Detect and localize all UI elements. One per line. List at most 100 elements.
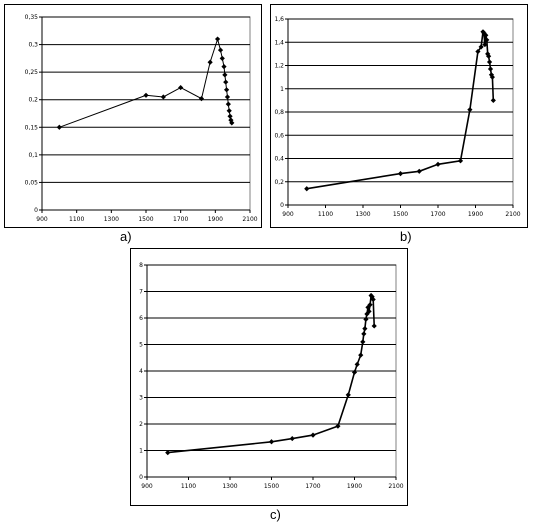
- data-point: [289, 435, 295, 442]
- y-tick-label: 5: [139, 342, 143, 349]
- x-tick-label: 2100: [388, 483, 403, 490]
- data-point: [490, 97, 496, 103]
- data-point: [198, 96, 205, 102]
- data-point: [56, 124, 62, 130]
- chart-panel-c: 0 1 2 3 4 5 6 7 8 900 1100 1300 1500 1700 1900 2100: [130, 248, 408, 506]
- y-tick-label: 1: [139, 448, 143, 455]
- y-tick-label: 1,6: [274, 16, 284, 23]
- y-tick-label: 7: [139, 289, 143, 296]
- y-tick-label: 1: [280, 86, 284, 93]
- x-tick-label: 1100: [318, 211, 333, 218]
- data-point: [484, 37, 490, 43]
- x-tick-label: 1700: [173, 216, 188, 223]
- chart-c-svg: 0 1 2 3 4 5 6 7 8 900 1100 1300 1500 1700 1900 2100: [139, 262, 404, 490]
- data-point: [160, 94, 166, 100]
- y-tick-label: 0,3: [28, 42, 38, 49]
- data-point: [358, 352, 364, 358]
- data-point: [226, 108, 232, 114]
- data-point: [214, 36, 221, 42]
- data-point: [486, 53, 492, 59]
- x-tick-label: 1500: [393, 211, 408, 218]
- data-point: [207, 59, 213, 65]
- y-tick-label: 0,05: [25, 179, 39, 186]
- y-tick-label: 4: [139, 368, 143, 375]
- data-point: [165, 450, 171, 456]
- data-point: [489, 74, 495, 80]
- data-point: [227, 113, 233, 119]
- y-tick-label: 3: [139, 395, 143, 402]
- data-point: [304, 186, 310, 192]
- x-tick-label: 1100: [181, 483, 196, 490]
- data-point: [268, 439, 275, 445]
- data-point: [478, 44, 484, 50]
- x-tick-label: 1900: [468, 211, 483, 218]
- x-tick-label: 1300: [222, 483, 237, 490]
- data-point: [221, 64, 227, 70]
- x-tick-label: 1900: [208, 216, 223, 223]
- data-point: [143, 92, 149, 98]
- chart-a-svg: 0 0,05 0,1 0,15 0,2 0,25 0,3 0,35 900 1100 1300 150…: [25, 14, 258, 223]
- series-line: [167, 293, 375, 454]
- data-point: [362, 326, 368, 332]
- y-tick-label: 1,2: [274, 63, 284, 70]
- data-point: [457, 158, 464, 164]
- data-point: [487, 66, 494, 72]
- y-tick-label: 0,2: [28, 97, 38, 104]
- series-line: [306, 29, 495, 190]
- panel-label-a: a): [120, 229, 132, 244]
- data-point: [435, 161, 441, 167]
- x-tick-label: 1500: [264, 483, 279, 490]
- panel-label-b: b): [400, 229, 412, 244]
- x-tick-label: 900: [36, 216, 48, 223]
- y-tick-label: 1,4: [274, 39, 284, 46]
- data-point: [361, 331, 367, 337]
- data-point: [178, 84, 184, 91]
- y-tick-label: 0,35: [25, 14, 39, 21]
- chart-panel-b: 0 0,2 0,4 0,6 0,8 1 1,2 1,4 1,6 900 1100 1300 1500 17…: [270, 4, 528, 228]
- y-tick-label: 0: [139, 474, 143, 481]
- x-tick-label: 1100: [69, 216, 84, 223]
- data-point: [397, 171, 404, 177]
- data-point: [224, 94, 231, 100]
- data-point: [225, 101, 231, 107]
- data-point: [366, 308, 372, 314]
- data-point: [416, 168, 422, 174]
- data-point: [219, 55, 225, 61]
- y-tick-label: 0: [280, 202, 284, 209]
- y-tick-label: 6: [139, 315, 143, 322]
- x-tick-label: 2100: [242, 216, 257, 223]
- chart-b-svg: 0 0,2 0,4 0,6 0,8 1 1,2 1,4 1,6 900 1100 1300 1500 17…: [274, 16, 520, 218]
- y-tick-label: 0,2: [274, 179, 284, 186]
- x-tick-label: 2100: [505, 211, 520, 218]
- data-point: [217, 47, 224, 53]
- data-point: [222, 72, 228, 78]
- y-tick-label: 0,15: [25, 124, 39, 131]
- data-point: [310, 432, 316, 438]
- x-tick-label: 900: [282, 211, 294, 218]
- data-point: [371, 323, 377, 329]
- x-tick-label: 1700: [430, 211, 445, 218]
- data-point: [229, 120, 235, 126]
- y-tick-label: 8: [139, 262, 143, 269]
- data-point: [223, 79, 229, 85]
- y-tick-label: 0,6: [274, 132, 284, 139]
- x-tick-label: 1300: [355, 211, 370, 218]
- data-point: [475, 48, 481, 55]
- y-tick-label: 2: [139, 421, 143, 428]
- x-tick-label: 900: [141, 483, 153, 490]
- data-point: [482, 41, 488, 48]
- x-tick-label: 1300: [104, 216, 119, 223]
- y-tick-label: 0,8: [274, 109, 284, 116]
- series-line: [59, 37, 233, 128]
- y-tick-label: 0,25: [25, 69, 39, 76]
- data-point: [486, 59, 493, 65]
- data-point: [228, 117, 234, 123]
- data-point: [354, 361, 360, 367]
- y-tick-label: 0,4: [274, 156, 284, 163]
- data-point: [467, 107, 473, 113]
- data-point: [367, 302, 373, 308]
- data-point: [351, 369, 358, 375]
- data-point: [345, 392, 351, 398]
- plot-area: [41, 16, 251, 211]
- panel-label-c: c): [270, 507, 281, 522]
